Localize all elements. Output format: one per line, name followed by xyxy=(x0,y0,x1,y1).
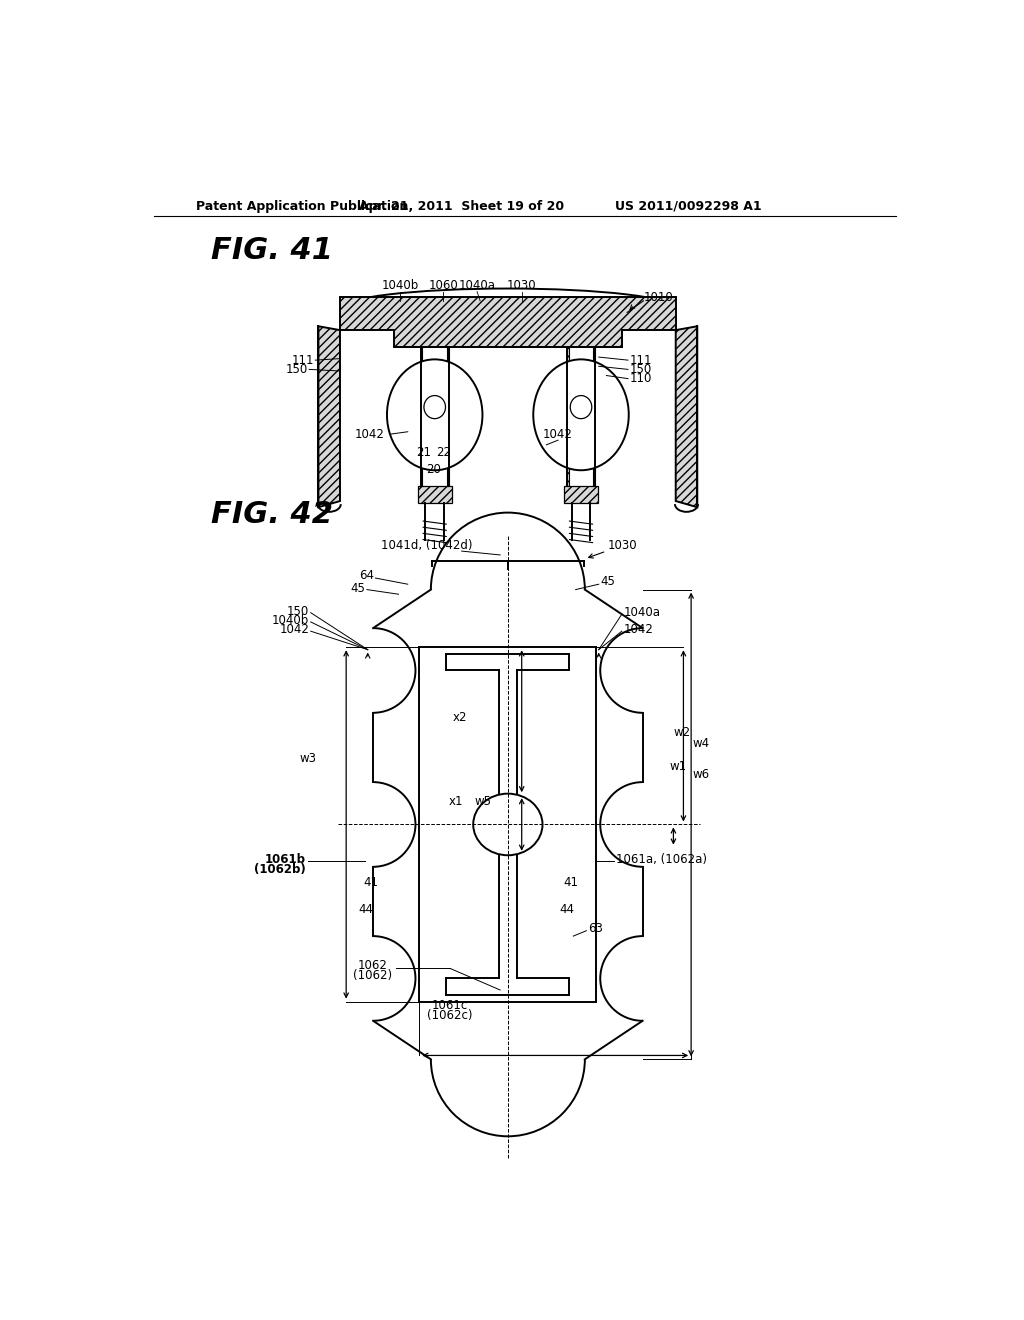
Text: 21: 21 xyxy=(416,446,431,459)
Text: 150: 150 xyxy=(286,363,307,376)
Text: 1042: 1042 xyxy=(280,623,309,636)
Polygon shape xyxy=(676,326,697,507)
Polygon shape xyxy=(418,486,452,503)
Text: 20: 20 xyxy=(426,463,440,477)
Text: w4: w4 xyxy=(692,737,710,750)
Text: 44: 44 xyxy=(358,903,373,916)
Text: w2: w2 xyxy=(674,726,690,739)
Text: FIG. 42: FIG. 42 xyxy=(211,500,334,528)
Text: 1061a, (1062a): 1061a, (1062a) xyxy=(615,853,707,866)
Text: 1040a: 1040a xyxy=(459,279,496,292)
Polygon shape xyxy=(447,347,449,486)
Text: 1040b: 1040b xyxy=(381,279,419,292)
Ellipse shape xyxy=(387,359,482,470)
Text: 1041d, (1042d): 1041d, (1042d) xyxy=(381,539,473,552)
Text: 1060: 1060 xyxy=(428,279,458,292)
Text: (1062b): (1062b) xyxy=(254,862,306,875)
Polygon shape xyxy=(567,347,568,486)
Text: 1040b: 1040b xyxy=(272,614,309,627)
Text: 1030: 1030 xyxy=(507,279,537,292)
Text: w3: w3 xyxy=(300,752,316,766)
Text: 1042: 1042 xyxy=(354,428,384,441)
Text: US 2011/0092298 A1: US 2011/0092298 A1 xyxy=(615,199,762,213)
Text: 44: 44 xyxy=(559,903,573,916)
Text: 1040a: 1040a xyxy=(624,606,660,619)
Text: 1061c: 1061c xyxy=(432,999,468,1012)
Polygon shape xyxy=(421,347,422,486)
Polygon shape xyxy=(340,297,676,347)
Text: 1010: 1010 xyxy=(643,290,673,304)
Text: 45: 45 xyxy=(350,582,366,594)
Text: 1030: 1030 xyxy=(608,539,638,552)
Polygon shape xyxy=(564,486,598,503)
Ellipse shape xyxy=(424,396,445,418)
Text: 111: 111 xyxy=(291,354,313,367)
Text: 150: 150 xyxy=(287,605,309,618)
Text: x2: x2 xyxy=(453,711,467,723)
Text: w6: w6 xyxy=(692,768,710,781)
Text: Patent Application Publication: Patent Application Publication xyxy=(196,199,409,213)
Text: 64: 64 xyxy=(358,569,374,582)
Text: 150: 150 xyxy=(630,363,651,376)
Text: (1062c): (1062c) xyxy=(427,1008,473,1022)
Ellipse shape xyxy=(570,396,592,418)
Text: 111: 111 xyxy=(630,354,652,367)
Text: 45: 45 xyxy=(600,576,615,589)
Text: 1061b: 1061b xyxy=(265,853,306,866)
Text: 41: 41 xyxy=(563,875,579,888)
Text: x1: x1 xyxy=(449,795,463,808)
Text: FIG. 41: FIG. 41 xyxy=(211,236,334,265)
Text: 1042: 1042 xyxy=(543,428,572,441)
Text: (1062): (1062) xyxy=(353,969,392,982)
Polygon shape xyxy=(593,347,595,486)
Text: 41: 41 xyxy=(364,875,378,888)
Text: w1: w1 xyxy=(670,760,687,774)
Text: Apr. 21, 2011  Sheet 19 of 20: Apr. 21, 2011 Sheet 19 of 20 xyxy=(359,199,564,213)
Polygon shape xyxy=(318,326,340,507)
Text: 1062: 1062 xyxy=(357,958,387,972)
Text: 1042: 1042 xyxy=(624,623,653,636)
Text: 63: 63 xyxy=(588,921,603,935)
Ellipse shape xyxy=(534,359,629,470)
Text: 110: 110 xyxy=(630,372,652,385)
Ellipse shape xyxy=(473,793,543,855)
Text: 22: 22 xyxy=(435,446,451,459)
Text: w5: w5 xyxy=(475,795,492,808)
